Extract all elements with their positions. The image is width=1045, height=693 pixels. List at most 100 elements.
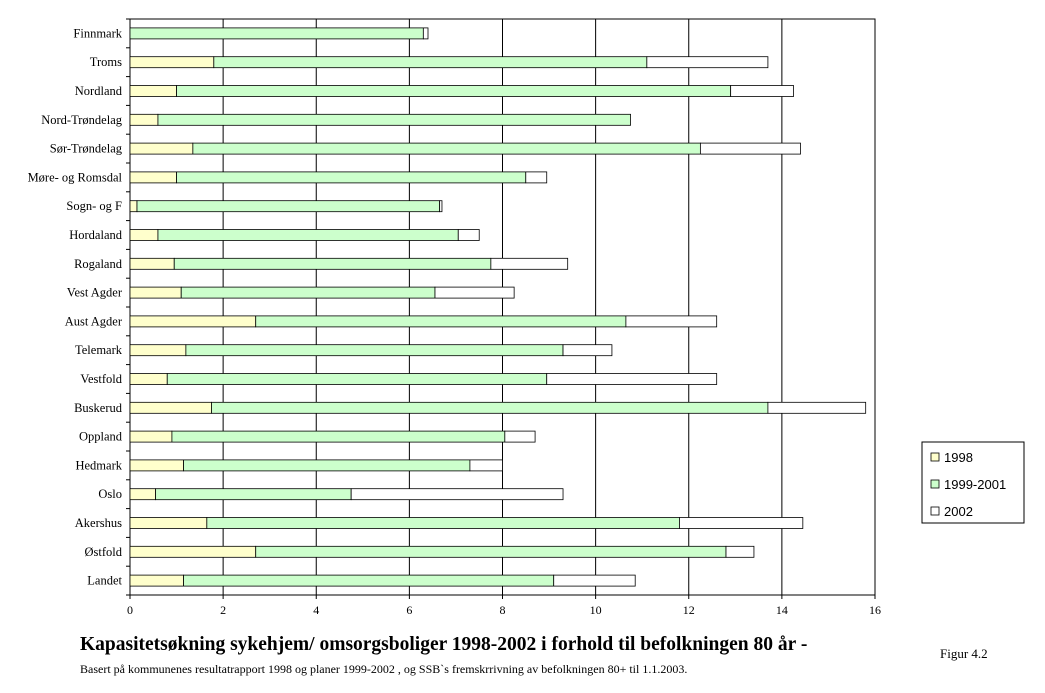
bar-segment-1998 bbox=[129, 459, 184, 472]
axes bbox=[126, 18, 876, 599]
category-label: Møre- og Romsdal bbox=[28, 170, 123, 184]
category-label: Aust Agder bbox=[65, 314, 123, 328]
bar-segment-1998 bbox=[129, 200, 138, 213]
bar-segment-1999-2001 bbox=[185, 344, 564, 357]
x-tick-label: 6 bbox=[406, 603, 412, 617]
bar-segment-1999-2001 bbox=[157, 113, 631, 126]
bar-segment-1998 bbox=[129, 373, 168, 385]
bar-segment-1999-2001 bbox=[171, 430, 506, 443]
bar-segment-1998 bbox=[129, 85, 177, 97]
x-tick-label: 14 bbox=[776, 603, 788, 617]
category-label: Hedmark bbox=[75, 458, 122, 472]
bar-segment-1998 bbox=[129, 401, 212, 414]
category-label: Sogn- og F bbox=[66, 199, 122, 213]
category-label: Rogaland bbox=[74, 257, 123, 271]
bar-segment-1998 bbox=[129, 430, 173, 443]
bar-segment-1999-2001 bbox=[176, 85, 732, 97]
bar-segment-1998 bbox=[129, 113, 159, 126]
legend-swatch bbox=[930, 479, 940, 489]
x-tick-label: 10 bbox=[590, 603, 602, 617]
bar-segment-2002 bbox=[679, 517, 804, 529]
bar-segment-2002 bbox=[457, 229, 480, 241]
bar-segment-2002 bbox=[434, 286, 515, 299]
bar-segment-1998 bbox=[129, 574, 184, 587]
bar-segment-2002 bbox=[490, 257, 569, 270]
legend-label: 2002 bbox=[944, 504, 973, 519]
bar-segment-2002 bbox=[730, 85, 794, 97]
x-tick-label: 2 bbox=[220, 603, 226, 617]
bar-segment-1999-2001 bbox=[155, 488, 352, 501]
bar-segment-2002 bbox=[562, 344, 613, 357]
bar-segment-1998 bbox=[129, 488, 157, 501]
bar-segment-1999-2001 bbox=[176, 171, 527, 184]
category-label: Oslo bbox=[98, 487, 122, 501]
bar-segment-1999-2001 bbox=[136, 200, 441, 213]
category-label: Vestfold bbox=[80, 372, 122, 386]
category-label: Nordland bbox=[75, 84, 123, 98]
category-label: Landet bbox=[87, 574, 122, 588]
bar-segment-1999-2001 bbox=[166, 373, 548, 385]
bar-segment-1998 bbox=[129, 56, 215, 69]
bar-segment-1998 bbox=[129, 229, 159, 241]
chart-subtitle: Basert på kommunenes resultatrapport 199… bbox=[80, 662, 688, 676]
legend-swatch bbox=[930, 452, 940, 462]
category-labels: Finnmark Troms Nordland Nord-Trøndelag Sør-T… bbox=[28, 26, 123, 587]
category-label: Østfold bbox=[85, 545, 123, 559]
legend-label: 1999-2001 bbox=[944, 477, 1006, 492]
bar-segment-1999-2001 bbox=[129, 27, 424, 40]
bar-segment-1999-2001 bbox=[183, 459, 471, 472]
bar-segment-1999-2001 bbox=[192, 142, 701, 155]
bar-segment-1998 bbox=[129, 517, 208, 529]
bar-segment-1998 bbox=[129, 171, 177, 184]
bar-segment-1999-2001 bbox=[255, 545, 727, 558]
bar-segment-2002 bbox=[553, 574, 636, 587]
legend: 1998 1999-2001 2002 bbox=[921, 441, 1025, 524]
bar-segment-1998 bbox=[129, 344, 187, 357]
category-label: Akershus bbox=[75, 516, 122, 530]
bar-segment-1999-2001 bbox=[157, 229, 459, 241]
bar-segment-2002 bbox=[699, 142, 801, 155]
x-tick-label: 8 bbox=[500, 603, 506, 617]
category-label: Vest Agder bbox=[67, 286, 123, 300]
x-tick-label: 12 bbox=[683, 603, 695, 617]
category-label: Sør-Trøndelag bbox=[50, 142, 123, 156]
bar-segment-1999-2001 bbox=[173, 257, 492, 270]
x-tick-label: 0 bbox=[127, 603, 133, 617]
bar-segment-2002 bbox=[546, 373, 718, 385]
bar-segment-2002 bbox=[767, 401, 867, 414]
bar-segment-1998 bbox=[129, 142, 194, 155]
bar-segment-1999-2001 bbox=[206, 517, 680, 529]
bar-segment-1999-2001 bbox=[213, 56, 648, 69]
bar-segment-1998 bbox=[129, 315, 257, 328]
bar-segment-1999-2001 bbox=[211, 401, 769, 414]
category-label: Nord-Trøndelag bbox=[41, 113, 123, 127]
bar-segment-1998 bbox=[129, 257, 175, 270]
category-label: Troms bbox=[90, 55, 122, 69]
legend-swatch bbox=[930, 506, 940, 516]
bar-segment-2002 bbox=[725, 545, 755, 558]
category-label: Hordaland bbox=[69, 228, 123, 242]
figure-label: Figur 4.2 bbox=[940, 646, 988, 661]
gridlines bbox=[129, 18, 876, 596]
bar-segment-2002 bbox=[469, 459, 503, 472]
bar-segment-2002 bbox=[625, 315, 718, 328]
category-label: Buskerud bbox=[74, 401, 123, 415]
bars bbox=[129, 27, 867, 587]
bar-segment-2002 bbox=[525, 171, 548, 184]
bar-segment-1999-2001 bbox=[183, 574, 555, 587]
category-label: Telemark bbox=[75, 343, 123, 357]
category-label: Finnmark bbox=[73, 26, 122, 40]
bar-segment-2002 bbox=[422, 27, 429, 40]
x-tick-labels: 0 2 4 6 8 10 12 14 16 bbox=[127, 603, 881, 617]
bar-segment-2002 bbox=[504, 430, 536, 443]
bar-segment-2002 bbox=[646, 56, 769, 69]
chart-title: Kapasitetsøkning sykehjem/ omsorgsbolige… bbox=[80, 634, 808, 655]
category-label: Oppland bbox=[79, 430, 123, 444]
bar-segment-2002 bbox=[439, 200, 443, 213]
legend-label: 1998 bbox=[944, 450, 973, 465]
bar-segment-2002 bbox=[350, 488, 564, 501]
x-tick-label: 4 bbox=[313, 603, 319, 617]
bar-segment-1999-2001 bbox=[180, 286, 436, 299]
bar-segment-1999-2001 bbox=[255, 315, 627, 328]
